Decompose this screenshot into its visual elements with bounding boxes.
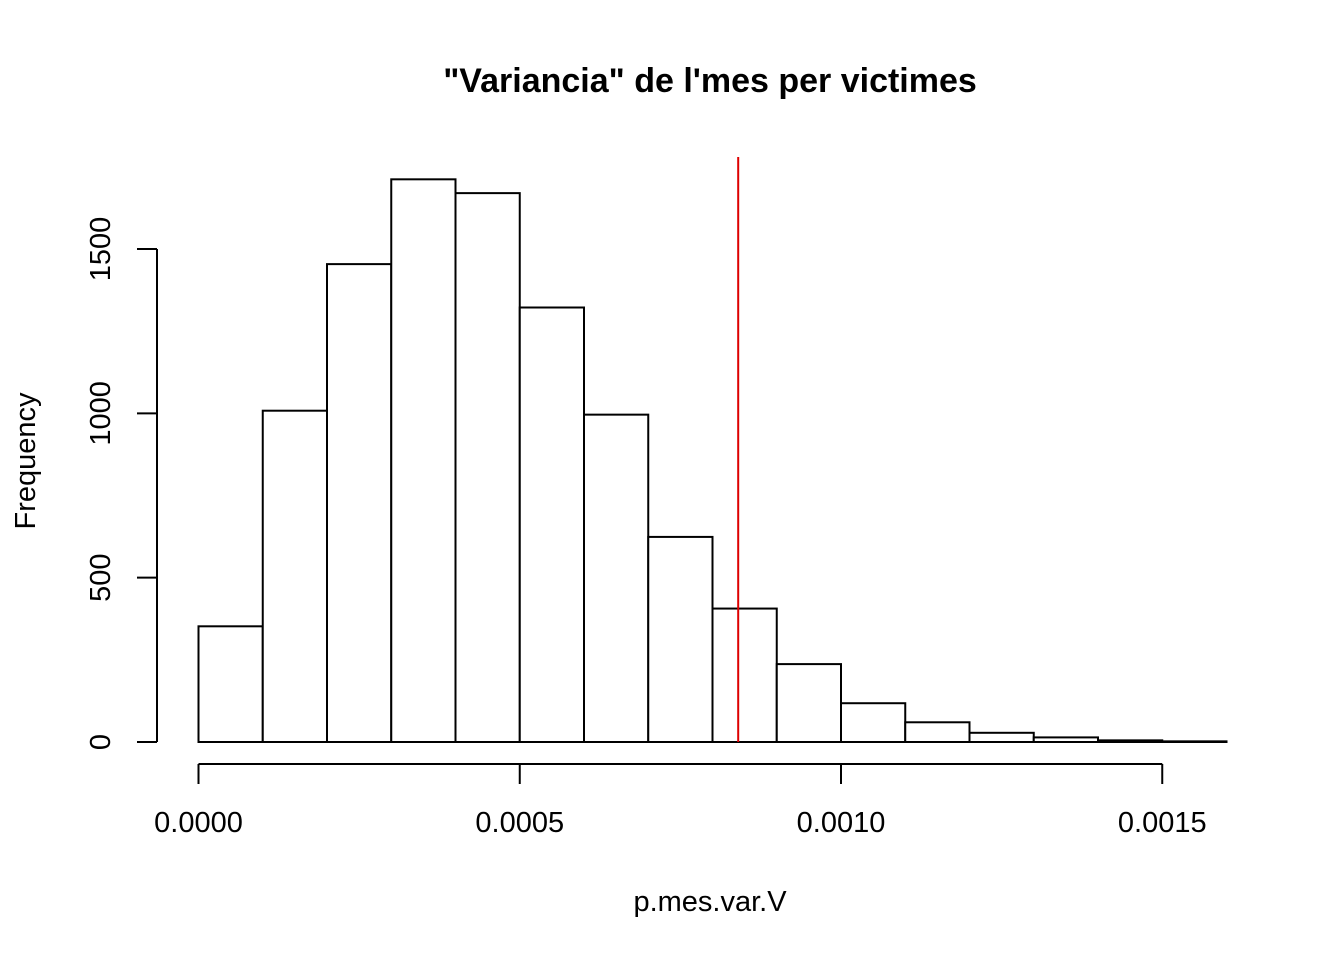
x-tick-label: 0.0010	[797, 807, 886, 839]
histogram-bar	[775, 663, 842, 744]
histogram-bar	[968, 731, 1035, 744]
x-tick-label: 0.0005	[475, 807, 564, 839]
histogram-bar	[326, 263, 393, 743]
histogram-bar	[518, 306, 585, 743]
y-tick-label: 1000	[85, 381, 117, 446]
histogram-bar	[454, 192, 521, 744]
y-tick-label: 0	[85, 734, 117, 750]
histogram-bar	[261, 409, 328, 743]
histogram-bar	[390, 178, 457, 743]
histogram-bar	[711, 607, 778, 743]
y-axis: 0 500 1000 1500	[85, 217, 158, 750]
histogram-bar	[1161, 740, 1228, 743]
y-axis-label: Frequency	[10, 392, 42, 530]
chart-title: "Variancia" de l'mes per victimes	[443, 62, 977, 100]
histogram-bar	[840, 702, 907, 744]
x-axis-label: p.mes.var.V	[633, 886, 787, 918]
x-tick-label: 0.0000	[154, 807, 243, 839]
histogram-bar	[583, 413, 650, 743]
histogram-bar	[1032, 736, 1099, 744]
histogram-bar	[197, 625, 264, 743]
x-tick-label: 0.0015	[1118, 807, 1207, 839]
x-axis: 0.0000 0.0005 0.0010 0.0015	[154, 763, 1207, 839]
histogram-bar	[647, 535, 714, 743]
histogram-bar	[904, 721, 971, 744]
bars-group	[197, 178, 1228, 744]
histogram-bar	[1097, 739, 1164, 744]
y-tick-label: 500	[85, 553, 117, 601]
y-tick-label: 1500	[85, 217, 117, 282]
